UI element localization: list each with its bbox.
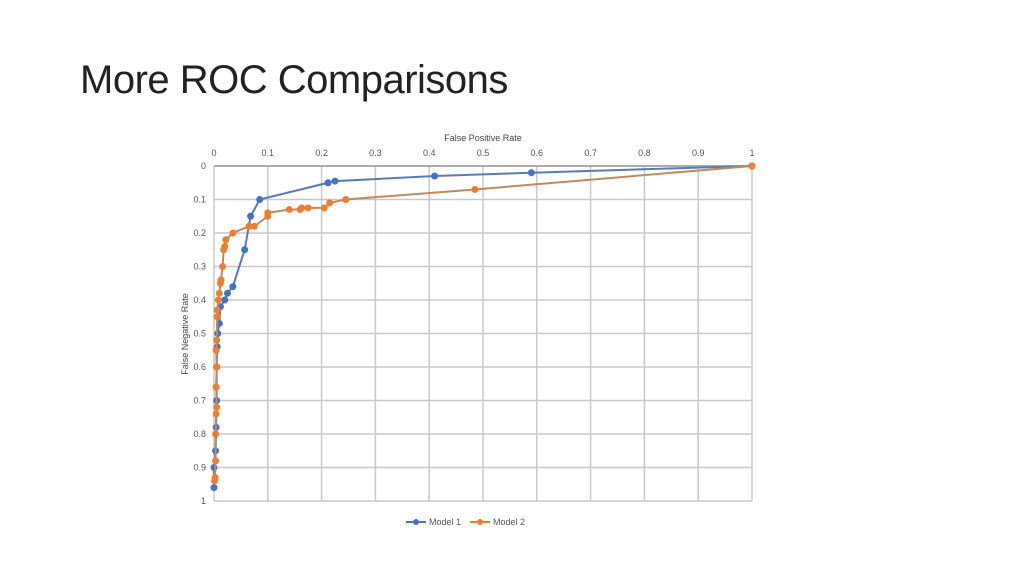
data-point bbox=[213, 306, 221, 314]
legend-marker bbox=[413, 519, 419, 525]
x-tick-label: 0.1 bbox=[262, 148, 275, 158]
data-point bbox=[214, 296, 222, 304]
x-tick-label: 1 bbox=[749, 148, 754, 158]
data-point bbox=[229, 283, 237, 291]
legend-label: Model 1 bbox=[429, 517, 461, 527]
data-point bbox=[213, 403, 221, 411]
y-tick-label: 0.5 bbox=[193, 329, 206, 339]
data-point bbox=[212, 457, 220, 465]
data-point bbox=[212, 346, 220, 354]
x-tick-label: 0.7 bbox=[584, 148, 597, 158]
data-point bbox=[264, 209, 272, 217]
x-tick-label: 0.9 bbox=[692, 148, 705, 158]
data-point bbox=[527, 169, 535, 177]
legend-marker bbox=[477, 519, 483, 525]
x-tick-label: 0.2 bbox=[315, 148, 328, 158]
y-tick-label: 0.3 bbox=[193, 262, 206, 272]
data-point bbox=[304, 204, 312, 212]
data-point bbox=[212, 383, 220, 391]
y-tick-label: 0 bbox=[201, 161, 206, 171]
data-point bbox=[256, 196, 264, 203]
data-point bbox=[241, 246, 249, 254]
legend-item: Model 2 bbox=[470, 517, 525, 527]
data-point bbox=[213, 363, 221, 371]
data-point bbox=[320, 204, 328, 212]
data-point bbox=[245, 222, 253, 230]
y-tick-label: 1 bbox=[201, 496, 206, 506]
data-point bbox=[285, 206, 293, 214]
y-tick-label: 0.9 bbox=[193, 463, 206, 473]
data-point bbox=[250, 222, 258, 230]
x-tick-label: 0.3 bbox=[369, 148, 382, 158]
x-axis-label: False Positive Rate bbox=[444, 133, 522, 143]
y-tick-label: 0.6 bbox=[193, 362, 206, 372]
data-point bbox=[221, 242, 229, 250]
data-point bbox=[222, 236, 230, 244]
x-tick-label: 0.6 bbox=[531, 148, 544, 158]
y-tick-label: 0.2 bbox=[193, 228, 206, 238]
y-axis-label: False Negative Rate bbox=[180, 293, 190, 375]
x-tick-label: 0.8 bbox=[638, 148, 651, 158]
data-point bbox=[326, 199, 334, 207]
data-point bbox=[219, 263, 227, 270]
data-point bbox=[213, 313, 221, 321]
data-point bbox=[748, 162, 756, 170]
data-point bbox=[471, 185, 479, 193]
data-point bbox=[229, 229, 237, 237]
data-point bbox=[212, 410, 220, 418]
x-tick-label: 0.5 bbox=[477, 148, 490, 158]
data-point bbox=[298, 204, 306, 212]
data-point bbox=[221, 296, 229, 304]
data-point bbox=[210, 484, 218, 492]
data-point bbox=[217, 276, 225, 284]
y-tick-label: 0.4 bbox=[193, 295, 206, 305]
y-tick-label: 0.8 bbox=[193, 429, 206, 439]
legend-label: Model 2 bbox=[493, 517, 525, 527]
y-tick-label: 0.1 bbox=[193, 195, 206, 205]
series-2 bbox=[211, 162, 756, 485]
data-point bbox=[215, 289, 223, 297]
data-point bbox=[223, 289, 231, 297]
slide-title: More ROC Comparisons bbox=[80, 58, 508, 102]
y-tick-label: 0.7 bbox=[193, 396, 206, 406]
tick-labels: 0 0.1 0.2 0.3 0.4 0.5 0.6 0.7 0.8 0.9 1 0 0.1 0.2 0.3 0… bbox=[193, 148, 754, 506]
grid bbox=[213, 165, 753, 502]
x-tick-label: 0.4 bbox=[423, 148, 436, 158]
data-point bbox=[331, 177, 339, 185]
x-tick-label: 0 bbox=[211, 148, 216, 158]
data-point bbox=[247, 212, 255, 220]
series-group bbox=[210, 162, 756, 492]
data-point bbox=[212, 430, 220, 438]
data-point bbox=[342, 196, 350, 203]
data-point bbox=[431, 172, 439, 180]
data-point bbox=[211, 474, 219, 482]
data-point bbox=[324, 179, 332, 187]
legend-item: Model 1 bbox=[406, 517, 461, 527]
legend: Model 1 Model 2 bbox=[406, 517, 525, 527]
data-point bbox=[213, 336, 221, 344]
